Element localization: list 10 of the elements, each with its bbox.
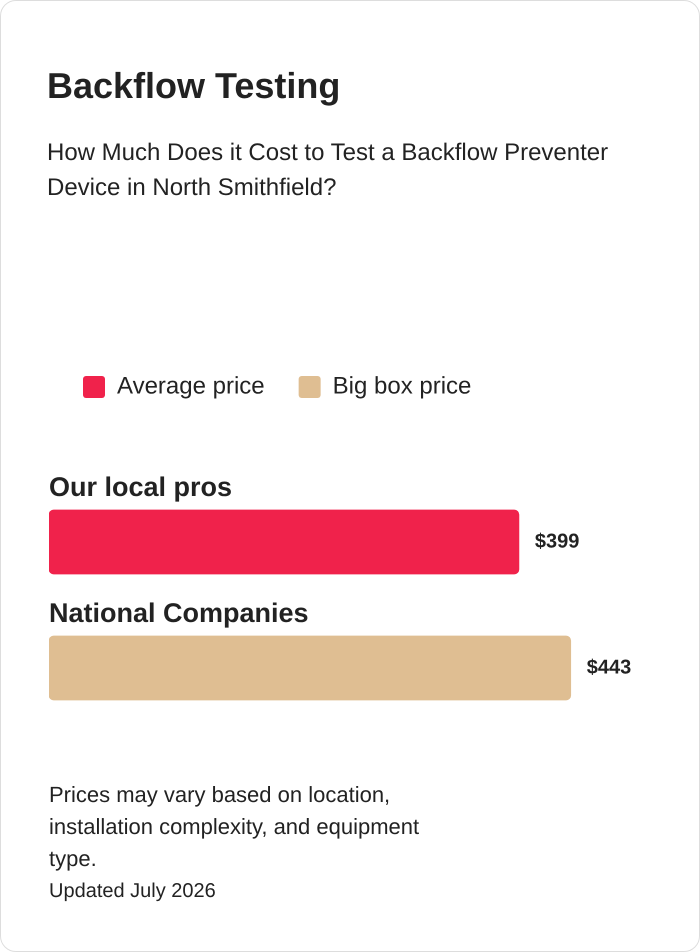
chart-title: Backflow Testing (47, 65, 340, 107)
y-tick-label: Our local pros (49, 472, 232, 502)
data-label: $399 (534, 530, 580, 553)
y-tick-label: National Companies (49, 598, 309, 628)
chart-subtitle: How Much Does it Cost to Test a Backflow Preventer Device in North Smithfield? (47, 138, 610, 203)
data-label: $443 (586, 656, 632, 679)
legend-label: Average price (117, 372, 265, 400)
legend-label: Big box price (332, 372, 472, 400)
text: Prices may vary based on location, installation complexity, and equipment type. (49, 781, 420, 873)
text: Updated July 2026 (49, 879, 217, 904)
